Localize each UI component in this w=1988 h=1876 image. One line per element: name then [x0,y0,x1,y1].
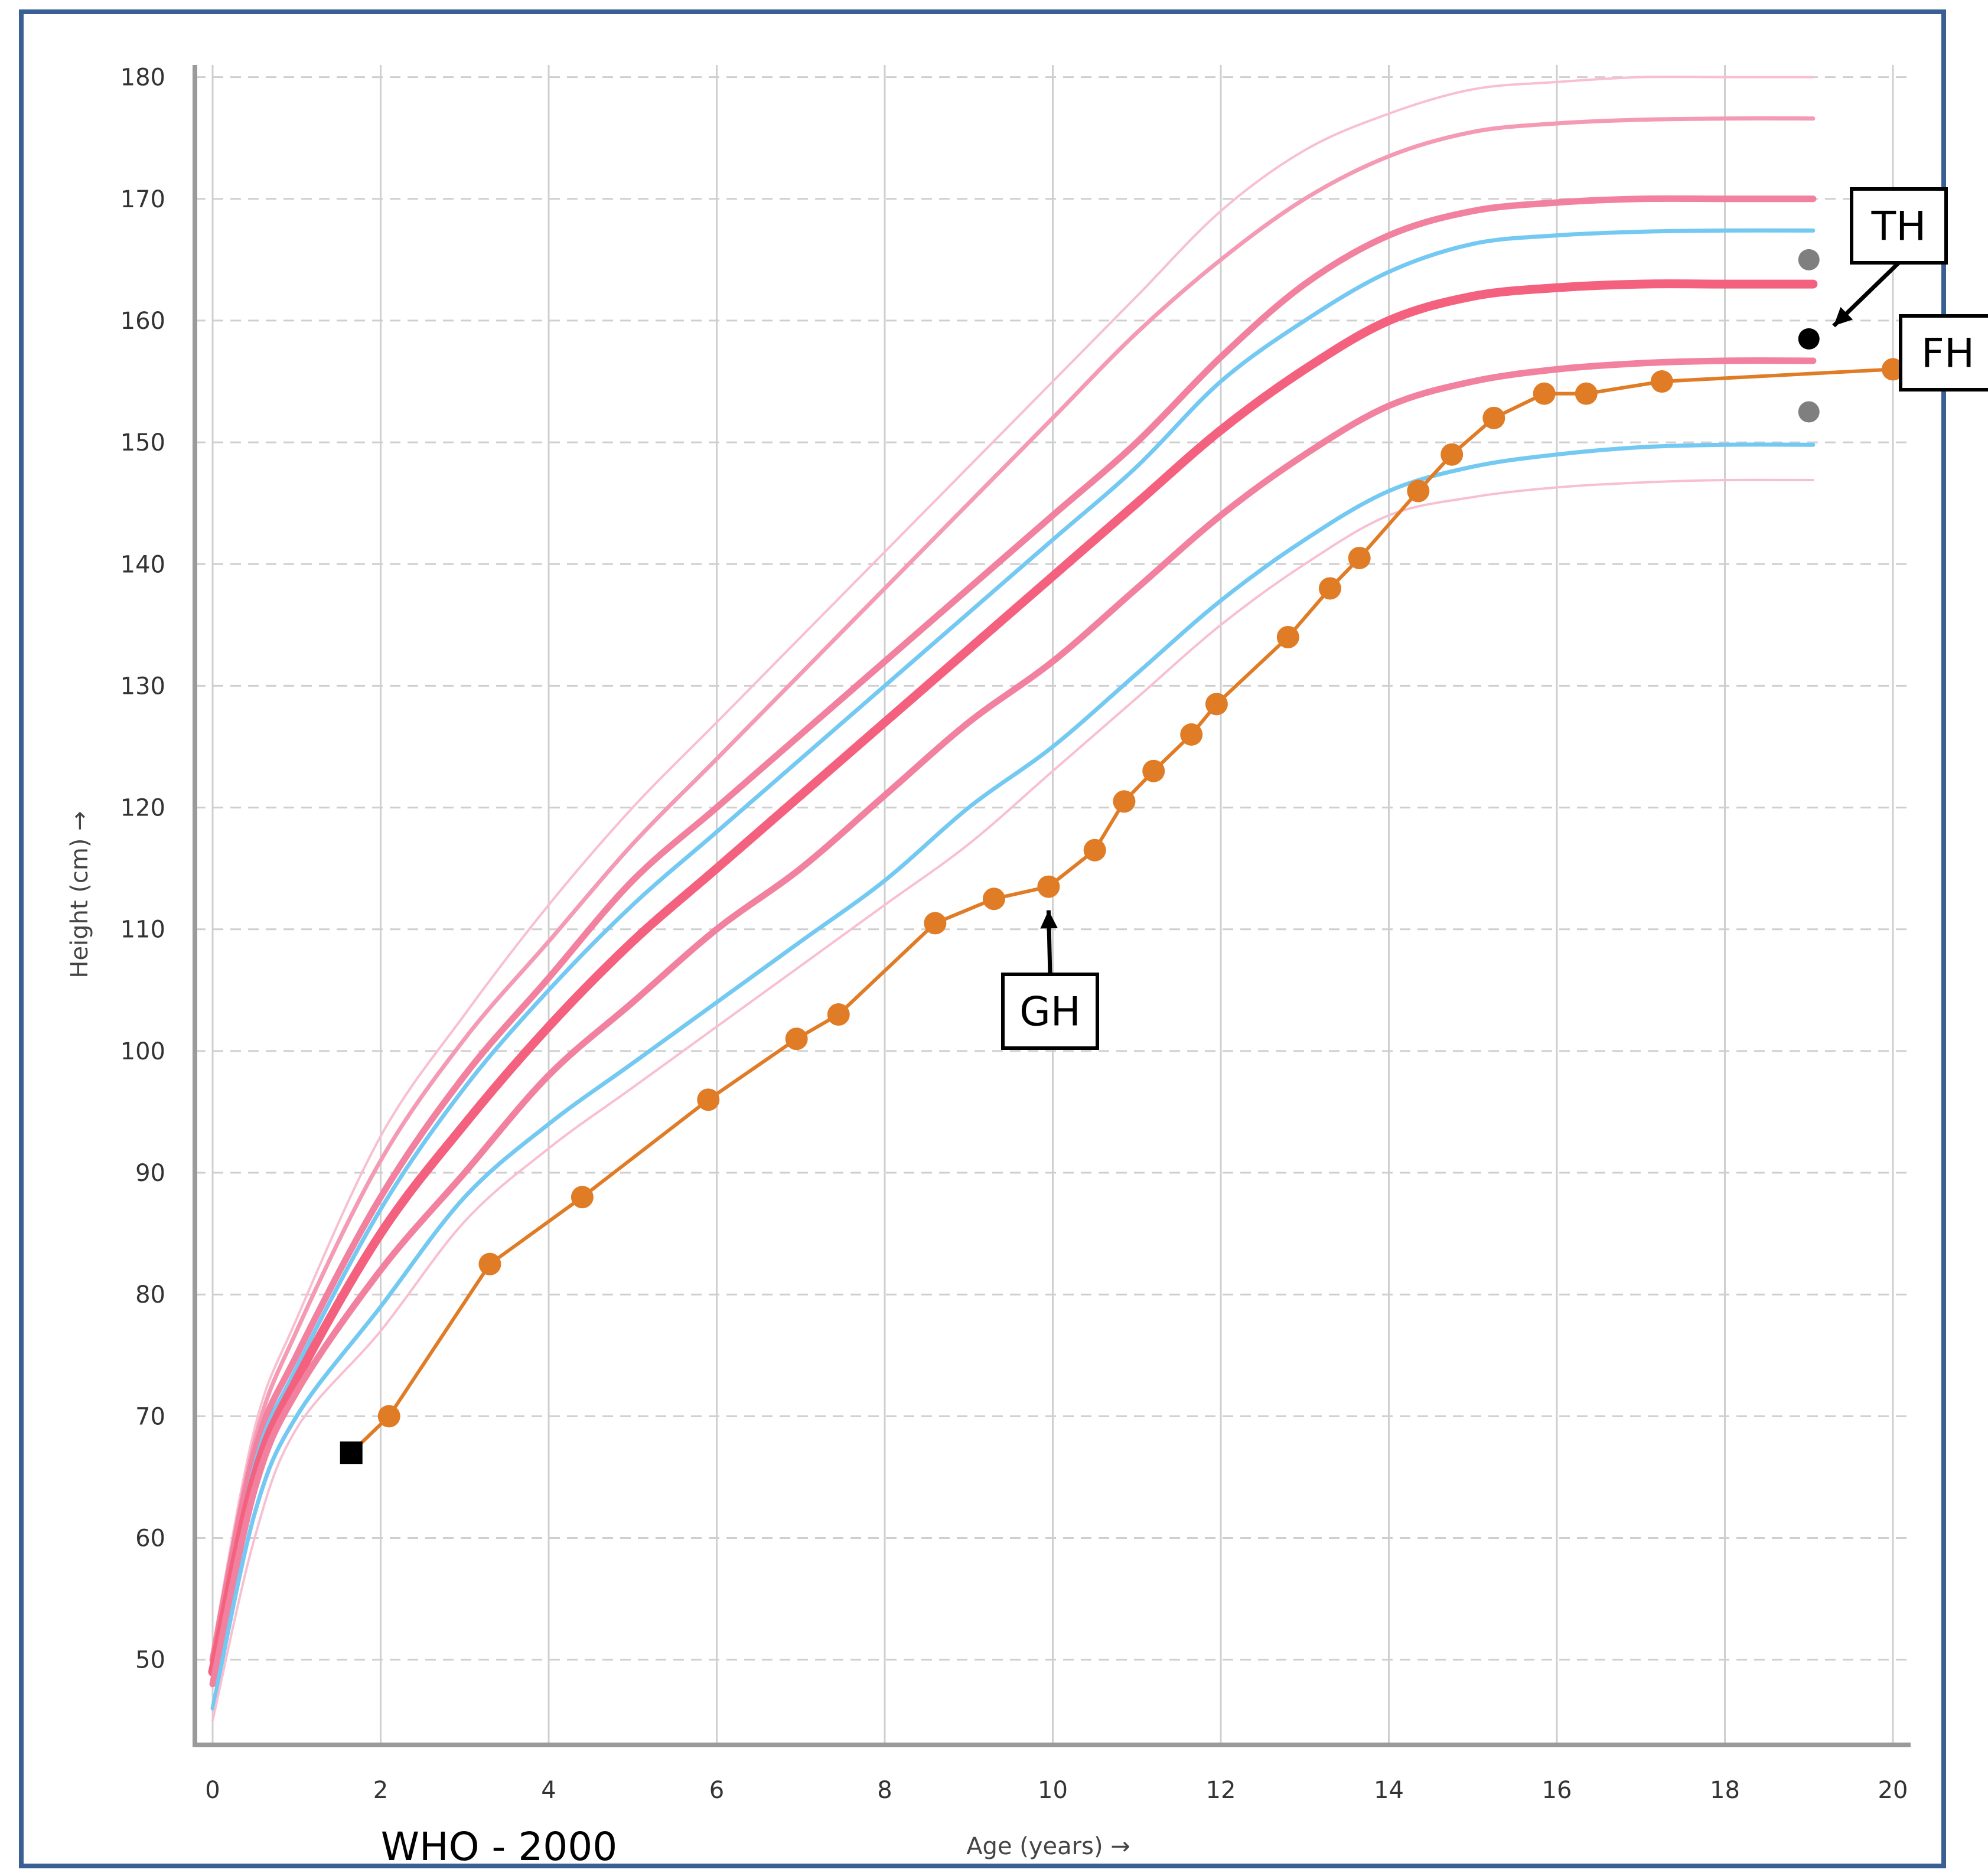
patient-height-point [1318,577,1341,600]
patient-height-point [1482,406,1505,429]
patient-height-point [377,1405,400,1428]
target-height-dot [1798,249,1820,270]
patient-series [340,358,1904,1464]
reference-curve [210,116,1816,1656]
x-tick-label: 6 [709,1777,724,1804]
callout-box [1850,187,1948,265]
patient-height-point [1650,370,1673,393]
reference-curve [211,76,1814,1649]
patient-height-point [1037,875,1060,898]
patient-height-point [1276,625,1299,648]
y-tick-label: 130 [120,673,165,700]
reference-curves [208,76,1818,1722]
patient-height-point [827,1003,850,1026]
patient-height-point [571,1186,594,1209]
x-tick-label: 20 [1878,1777,1908,1804]
target-marks [1798,249,1820,423]
x-axis-label: Age (years) → [966,1833,1130,1860]
patient-height-point [1882,358,1904,381]
patient-height-point [1348,546,1371,569]
x-tick-label: 16 [1542,1777,1572,1804]
x-tick-label: 10 [1038,1777,1068,1804]
patient-height-point [1407,479,1430,503]
patient-height-point [1083,839,1106,862]
reference-curve [209,357,1817,1688]
y-tick-label: 170 [120,186,165,213]
callout-label-th: TH [1871,204,1927,250]
x-tick-label: 18 [1710,1777,1740,1804]
patient-height-point [982,888,1005,911]
x-tick-label: 4 [541,1777,556,1804]
x-tick-label: 0 [205,1777,220,1804]
patient-height-point [697,1088,720,1111]
y-tick-label: 150 [120,429,165,456]
target-height-dot [1798,328,1820,350]
patient-height-point [924,912,947,935]
grid-lines [195,65,1911,1745]
callout-arrowhead [1040,910,1058,929]
y-tick-label: 110 [120,916,165,944]
y-tick-label: 60 [135,1525,165,1552]
reference-curve [211,478,1814,1722]
y-tick-label: 90 [135,1160,165,1187]
patient-height-point [1533,382,1556,405]
patient-height-point [1142,759,1165,782]
callout-box [1001,973,1099,1050]
y-tick-label: 50 [135,1647,165,1674]
y-tick-label: 140 [120,551,165,578]
reference-curve [210,442,1816,1711]
x-tick-label: 12 [1206,1777,1236,1804]
callout-label-gh: GH [1019,989,1081,1036]
x-tick-label: 14 [1374,1777,1404,1804]
x-tick-label: 8 [877,1777,892,1804]
annotations: TH FH GH [1001,187,1988,1050]
y-tick-label: 160 [120,308,165,335]
callout-arrowhead [1833,306,1853,326]
callout-box [1899,314,1988,391]
y-tick-label: 180 [120,64,165,92]
source-label: WHO - 2000 [381,1824,618,1870]
patient-height-point [1180,723,1203,746]
y-tick-label: 70 [135,1403,165,1430]
chart-border [19,9,1946,1868]
x-tick-label: 2 [373,1777,388,1804]
callout-label-fh: FH [1921,331,1974,377]
patient-height-point [478,1252,501,1275]
axes: 0 2 4 6 8 10 12 14 16 18 20 50 60 70 80 90 100 110 120 130 1… [120,64,1911,1804]
reference-curve [208,279,1818,1676]
patient-height-point [1575,382,1598,405]
start-square-marker [340,1441,363,1464]
patient-height-point [1113,790,1136,813]
y-tick-label: 100 [120,1038,165,1065]
reference-curve [209,195,1817,1663]
y-tick-label: 120 [120,795,165,822]
patient-height-point [1205,693,1228,716]
reference-curve [210,228,1816,1674]
y-axis-label: Height (cm) → [66,811,93,978]
y-tick-label: 80 [135,1281,165,1309]
patient-height-point [785,1027,808,1050]
patient-height-point [1441,443,1464,466]
target-height-dot [1798,401,1820,423]
axis-frame [193,65,1911,1747]
